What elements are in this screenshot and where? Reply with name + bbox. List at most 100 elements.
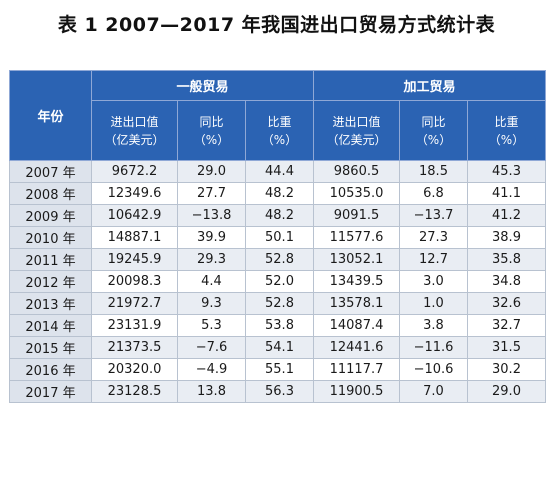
value-cell: 21972.7 xyxy=(91,292,178,315)
column-header-line1: 进出口值 xyxy=(110,114,159,129)
table-row: 2010 年 14887.1 39.9 50.1 11577.6 27.3 38.9 xyxy=(9,226,546,249)
value-cell: 38.9 xyxy=(467,226,546,249)
table-row: 2011 年 19245.9 29.3 52.8 13052.1 12.7 35.8 xyxy=(9,248,546,271)
value-cell: 3.8 xyxy=(399,314,468,337)
value-cell: 12349.6 xyxy=(91,182,178,205)
value-cell: 9860.5 xyxy=(313,160,400,183)
value-cell: 32.6 xyxy=(467,292,546,315)
value-cell: 1.0 xyxy=(399,292,468,315)
column-header-line1: 同比 xyxy=(421,114,446,129)
value-cell: 44.4 xyxy=(245,160,314,183)
year-cell: 2014 年 xyxy=(9,314,92,337)
column-header-line2: （亿美元） xyxy=(104,132,165,147)
year-cell: 2012 年 xyxy=(9,270,92,293)
value-cell: 21373.5 xyxy=(91,336,178,359)
value-cell: 29.0 xyxy=(177,160,246,183)
value-cell: 52.8 xyxy=(245,248,314,271)
value-cell: 12.7 xyxy=(399,248,468,271)
value-cell: 41.1 xyxy=(467,182,546,205)
value-cell: 48.2 xyxy=(245,204,314,227)
column-header-general-yoy: 同比 （%） xyxy=(177,100,246,161)
value-cell: −10.6 xyxy=(399,358,468,381)
column-header-line1: 进出口值 xyxy=(332,114,381,129)
column-header-line2: （%） xyxy=(415,132,452,147)
value-cell: 52.8 xyxy=(245,292,314,315)
value-cell: 34.8 xyxy=(467,270,546,293)
group-header-processing-trade: 加工贸易 xyxy=(313,70,546,101)
value-cell: 10535.0 xyxy=(313,182,400,205)
value-cell: 6.8 xyxy=(399,182,468,205)
value-cell: 4.4 xyxy=(177,270,246,293)
value-cell: 54.1 xyxy=(245,336,314,359)
value-cell: 48.2 xyxy=(245,182,314,205)
value-cell: 20320.0 xyxy=(91,358,178,381)
year-cell: 2015 年 xyxy=(9,336,92,359)
group-header-general-trade: 一般贸易 xyxy=(91,70,314,101)
value-cell: 13439.5 xyxy=(313,270,400,293)
year-cell: 2013 年 xyxy=(9,292,92,315)
year-cell: 2008 年 xyxy=(9,182,92,205)
value-cell: 45.3 xyxy=(467,160,546,183)
table-row: 2007 年 9672.2 29.0 44.4 9860.5 18.5 45.3 xyxy=(9,160,546,183)
value-cell: 23131.9 xyxy=(91,314,178,337)
value-cell: 3.0 xyxy=(399,270,468,293)
value-cell: 11900.5 xyxy=(313,380,400,403)
value-cell: −13.7 xyxy=(399,204,468,227)
column-header-processing-value: 进出口值 （亿美元） xyxy=(313,100,400,161)
value-cell: 35.8 xyxy=(467,248,546,271)
value-cell: 29.3 xyxy=(177,248,246,271)
column-header-processing-yoy: 同比 （%） xyxy=(399,100,468,161)
value-cell: 9091.5 xyxy=(313,204,400,227)
value-cell: −7.6 xyxy=(177,336,246,359)
table-row: 2015 年 21373.5 −7.6 54.1 12441.6 −11.6 31.5 xyxy=(9,336,546,359)
value-cell: 10642.9 xyxy=(91,204,178,227)
table-row: 2009 年 10642.9 −13.8 48.2 9091.5 −13.7 41.2 xyxy=(9,204,546,227)
value-cell: 11117.7 xyxy=(313,358,400,381)
year-cell: 2007 年 xyxy=(9,160,92,183)
value-cell: −13.8 xyxy=(177,204,246,227)
year-cell: 2011 年 xyxy=(9,248,92,271)
value-cell: 23128.5 xyxy=(91,380,178,403)
value-cell: 50.1 xyxy=(245,226,314,249)
value-cell: 29.0 xyxy=(467,380,546,403)
value-cell: 27.3 xyxy=(399,226,468,249)
value-cell: 31.5 xyxy=(467,336,546,359)
value-cell: 7.0 xyxy=(399,380,468,403)
value-cell: 56.3 xyxy=(245,380,314,403)
table-row: 2016 年 20320.0 −4.9 55.1 11117.7 −10.6 30.2 xyxy=(9,358,546,381)
column-header-line2: （亿美元） xyxy=(326,132,387,147)
value-cell: 13.8 xyxy=(177,380,246,403)
year-header: 年份 xyxy=(9,70,92,161)
value-cell: 12441.6 xyxy=(313,336,400,359)
value-cell: 27.7 xyxy=(177,182,246,205)
value-cell: 39.9 xyxy=(177,226,246,249)
year-cell: 2017 年 xyxy=(9,380,92,403)
column-header-line1: 同比 xyxy=(199,114,224,129)
value-cell: 11577.6 xyxy=(313,226,400,249)
value-cell: −4.9 xyxy=(177,358,246,381)
value-cell: 14887.1 xyxy=(91,226,178,249)
year-cell: 2009 年 xyxy=(9,204,92,227)
year-cell: 2010 年 xyxy=(9,226,92,249)
column-header-processing-share: 比重 （%） xyxy=(467,100,546,161)
value-cell: 14087.4 xyxy=(313,314,400,337)
value-cell: 9672.2 xyxy=(91,160,178,183)
column-header-line2: （%） xyxy=(193,132,230,147)
value-cell: 13578.1 xyxy=(313,292,400,315)
value-cell: 32.7 xyxy=(467,314,546,337)
trade-statistics-table: 年份 一般贸易 加工贸易 进出口值 （亿美元） 同比 （%） 比重 （%） 进出口值 （亿美元… xyxy=(9,70,546,403)
table-row: 2008 年 12349.6 27.7 48.2 10535.0 6.8 41.1 xyxy=(9,182,546,205)
table-row: 2013 年 21972.7 9.3 52.8 13578.1 1.0 32.6 xyxy=(9,292,546,315)
table-row: 2014 年 23131.9 5.3 53.8 14087.4 3.8 32.7 xyxy=(9,314,546,337)
table-row: 2017 年 23128.5 13.8 56.3 11900.5 7.0 29.0 xyxy=(9,380,546,403)
value-cell: 30.2 xyxy=(467,358,546,381)
table-row: 2012 年 20098.3 4.4 52.0 13439.5 3.0 34.8 xyxy=(9,270,546,293)
column-header-general-value: 进出口值 （亿美元） xyxy=(91,100,178,161)
value-cell: 52.0 xyxy=(245,270,314,293)
value-cell: 55.1 xyxy=(245,358,314,381)
column-header-line1: 比重 xyxy=(494,114,519,129)
table-title: 表 1 2007—2017 年我国进出口贸易方式统计表 xyxy=(57,14,496,36)
value-cell: −11.6 xyxy=(399,336,468,359)
year-cell: 2016 年 xyxy=(9,358,92,381)
